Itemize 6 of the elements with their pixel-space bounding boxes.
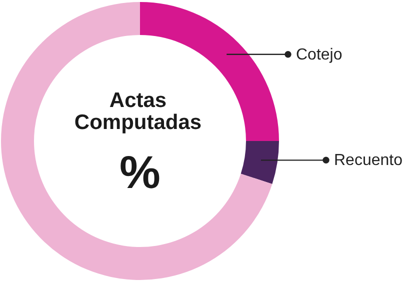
donut-slice [1, 2, 272, 280]
slice-label: Cotejo [296, 46, 342, 64]
donut-slice [240, 141, 279, 184]
text: % [120, 146, 160, 198]
text: Actas Computadas [74, 89, 202, 134]
slice-label: Recuento [334, 152, 403, 170]
